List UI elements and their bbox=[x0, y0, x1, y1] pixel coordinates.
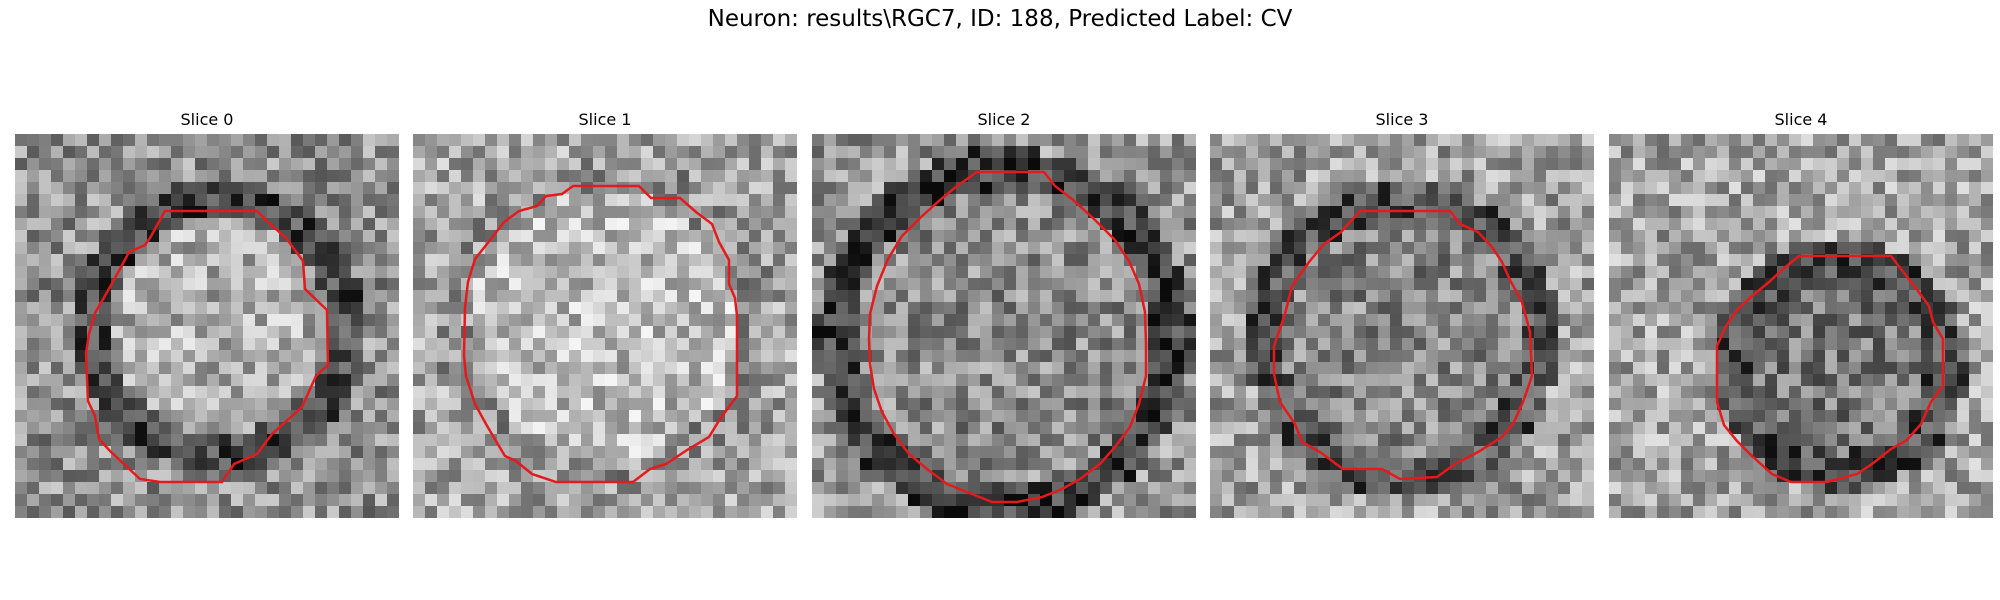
slice-image-3 bbox=[1210, 134, 1594, 518]
slice-image-4 bbox=[1609, 134, 1993, 518]
slice-panel-1: Slice 1 bbox=[413, 110, 797, 518]
slice-panel-4: Slice 4 bbox=[1609, 110, 1993, 518]
slice-panel-0: Slice 0 bbox=[15, 110, 399, 518]
figure-title: Neuron: results\RGC7, ID: 188, Predicted… bbox=[707, 6, 1293, 32]
slice-image-1 bbox=[413, 134, 797, 518]
slice-image-0 bbox=[15, 134, 399, 518]
neuron-contour-0 bbox=[84, 209, 330, 484]
contour-overlay-4 bbox=[1715, 254, 1945, 484]
slice-panel-3: Slice 3 bbox=[1210, 110, 1594, 518]
neuron-contour-2 bbox=[867, 170, 1148, 504]
slice-title-0: Slice 0 bbox=[180, 110, 234, 129]
slice-panel-2: Slice 2 bbox=[812, 110, 1196, 518]
contour-overlay-2 bbox=[867, 170, 1148, 504]
slice-image-2 bbox=[812, 134, 1196, 518]
neuron-contour-1 bbox=[462, 184, 739, 484]
neuron-contour-4 bbox=[1715, 254, 1945, 484]
contour-overlay-1 bbox=[462, 184, 739, 484]
slice-title-3: Slice 3 bbox=[1375, 110, 1429, 129]
contour-overlay-0 bbox=[84, 209, 330, 484]
slice-title-4: Slice 4 bbox=[1774, 110, 1828, 129]
slice-title-2: Slice 2 bbox=[977, 110, 1031, 129]
neuron-contour-3 bbox=[1272, 209, 1534, 481]
slice-title-1: Slice 1 bbox=[578, 110, 632, 129]
contour-overlay-3 bbox=[1272, 209, 1534, 481]
